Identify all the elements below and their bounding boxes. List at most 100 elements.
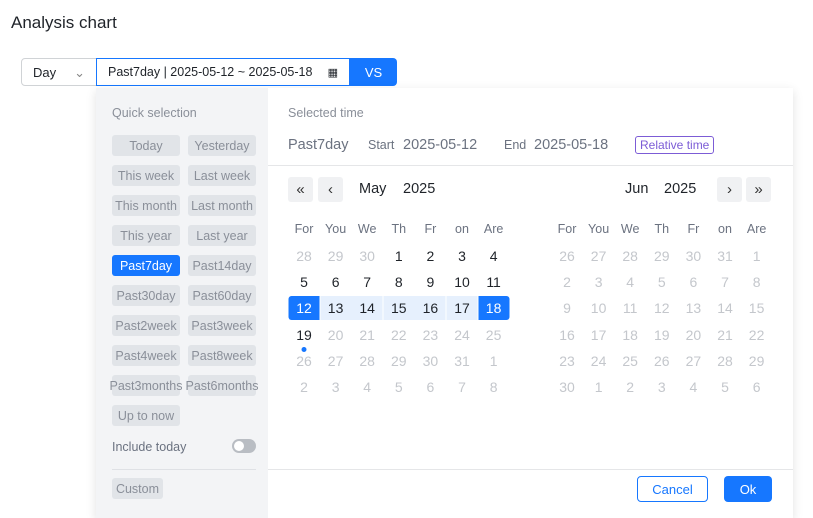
cancel-button[interactable]: Cancel <box>637 476 708 502</box>
quick-option[interactable]: Past4week <box>112 345 180 366</box>
chevron-right-icon: › <box>727 181 732 198</box>
weekday-header: Fr <box>424 222 437 236</box>
day-cell: 8 <box>489 379 498 395</box>
day-cell[interactable]: 10 <box>454 274 470 291</box>
quick-option[interactable]: Past6months <box>186 375 258 396</box>
day-cell: 9 <box>563 300 571 317</box>
day-cell: 18 <box>622 326 638 343</box>
day-cell: 24 <box>590 352 607 369</box>
day-cell: 29 <box>391 352 407 369</box>
day-cell[interactable]: 14 <box>351 296 383 321</box>
date-range-input[interactable]: Past7day | 2025-05-12 ~ 2025-05-18 ▦ <box>96 58 350 86</box>
start-label: Start <box>368 138 395 152</box>
day-cell[interactable]: 18 <box>478 296 510 321</box>
quick-option[interactable]: Last month <box>188 195 256 216</box>
end-date: 2025-05-18 <box>534 137 609 153</box>
day-cell: 5 <box>394 379 403 395</box>
day-cell: 28 <box>359 352 375 369</box>
quick-option[interactable]: Past30day <box>112 285 180 306</box>
day-cell: 21 <box>717 326 733 343</box>
day-cell: 29 <box>748 352 765 369</box>
start-date: 2025-05-12 <box>403 137 478 153</box>
day-cell: 6 <box>426 379 435 395</box>
weekday-header: We <box>620 222 640 236</box>
day-cell: 31 <box>717 248 733 264</box>
day-cell[interactable]: 7 <box>363 274 372 291</box>
quick-option[interactable]: Last year <box>188 225 256 246</box>
weekday-header: Are <box>746 222 767 236</box>
next-year-button[interactable]: » <box>746 177 771 202</box>
custom-button[interactable]: Custom <box>112 478 163 499</box>
quick-selection-heading: Quick selection <box>112 106 197 120</box>
quick-selection-panel: Quick selection Today Yesterday This week L… <box>96 88 268 518</box>
day-cell[interactable]: 1 <box>394 248 403 264</box>
day-cell[interactable]: 3 <box>458 248 466 264</box>
end-label: End <box>504 138 527 152</box>
quick-option[interactable]: This year <box>112 225 180 246</box>
day-cell[interactable]: 6 <box>331 274 340 291</box>
quick-option[interactable]: Yesterday <box>188 135 256 156</box>
day-cell: 2 <box>563 274 571 291</box>
include-today-toggle[interactable] <box>232 439 256 453</box>
weekday-header: on <box>455 222 469 236</box>
day-cell: 26 <box>654 352 670 369</box>
day-cell[interactable]: 8 <box>394 274 403 291</box>
weekday-header: Th <box>654 222 670 236</box>
prev-month-button[interactable]: ‹ <box>318 177 343 202</box>
day-cell: 6 <box>752 379 761 395</box>
day-cell[interactable]: 12 <box>288 296 320 321</box>
day-cell[interactable]: 11 <box>486 274 501 291</box>
date-picker-popup: Quick selection Today Yesterday This week L… <box>96 88 793 518</box>
day-cell: 30 <box>685 248 702 264</box>
day-cell: 1 <box>594 379 603 395</box>
prev-year-button[interactable]: « <box>288 177 313 202</box>
divider <box>268 469 793 470</box>
day-cell: 26 <box>559 248 575 264</box>
day-cell: 4 <box>363 379 372 395</box>
left-month[interactable]: May <box>359 181 387 197</box>
day-cell: 5 <box>721 379 729 395</box>
quick-option[interactable]: Up to now <box>112 405 180 426</box>
double-chevron-right-icon: » <box>754 181 763 198</box>
include-today-label: Include today <box>112 440 187 454</box>
quick-option[interactable]: This month <box>112 195 180 216</box>
quick-option[interactable]: Past2week <box>112 315 180 336</box>
quick-option[interactable]: Today <box>112 135 180 156</box>
quick-option[interactable]: Past8week <box>188 345 256 366</box>
date-range-value: Past7day | 2025-05-12 ~ 2025-05-18 <box>108 65 313 79</box>
day-cell[interactable]: 19 <box>289 323 320 352</box>
day-cell[interactable]: 16 <box>414 296 446 321</box>
ok-button[interactable]: Ok <box>724 476 772 502</box>
day-cell: 10 <box>590 300 607 317</box>
quick-option[interactable]: Past60day <box>188 285 256 306</box>
selected-range-name: Past7day <box>288 137 349 153</box>
quick-option[interactable]: Past7day <box>112 255 180 276</box>
day-cell: 4 <box>626 274 635 291</box>
next-month-button[interactable]: › <box>717 177 742 202</box>
right-year[interactable]: 2025 <box>664 181 697 197</box>
quick-option[interactable]: Last week <box>188 165 256 186</box>
vs-button[interactable]: VS <box>350 58 397 86</box>
granularity-select[interactable]: Day ⌄ <box>21 58 97 86</box>
day-cell[interactable]: 2 <box>426 248 435 264</box>
day-cell[interactable]: 17 <box>446 296 478 321</box>
day-cell[interactable]: 15 <box>383 296 415 321</box>
relative-time-badge[interactable]: Relative time <box>635 136 715 154</box>
day-cell: 23 <box>559 352 575 369</box>
left-year[interactable]: 2025 <box>403 181 436 197</box>
day-cell[interactable]: 13 <box>320 296 352 321</box>
day-cell: 7 <box>721 274 729 291</box>
day-cell: 29 <box>327 248 344 264</box>
quick-option[interactable]: This week <box>112 165 180 186</box>
right-month[interactable]: Jun <box>625 181 649 197</box>
quick-option[interactable]: Past3week <box>188 315 256 336</box>
day-cell[interactable]: 4 <box>489 248 498 264</box>
selected-time-heading: Selected time <box>288 106 364 120</box>
day-cell: 3 <box>594 274 603 291</box>
quick-option[interactable]: Past14day <box>188 255 256 276</box>
chevron-left-icon: ‹ <box>328 181 333 198</box>
day-cell[interactable]: 5 <box>300 274 308 291</box>
day-cell: 3 <box>657 379 666 395</box>
quick-option[interactable]: Past3months <box>110 375 182 396</box>
day-cell[interactable]: 9 <box>426 274 435 291</box>
